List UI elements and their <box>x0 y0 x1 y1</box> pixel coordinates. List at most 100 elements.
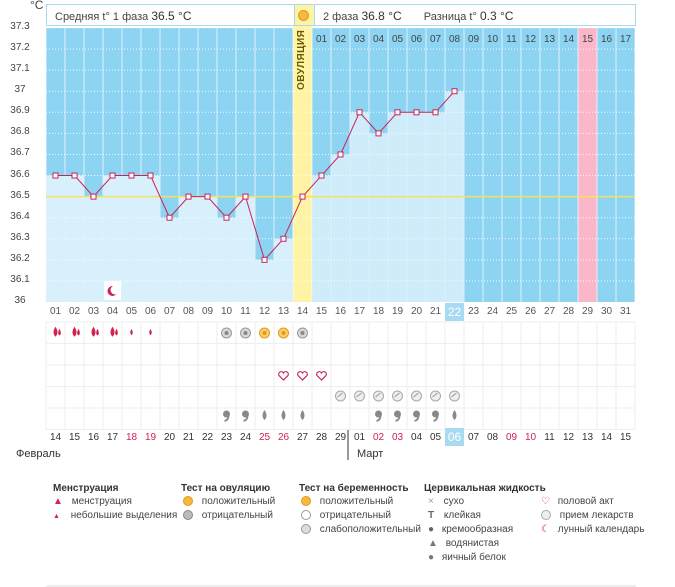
calendar-date-label: 10 <box>524 432 537 443</box>
temp-bar-day-8 <box>179 196 198 302</box>
calendar-date-label: 27 <box>296 432 309 443</box>
calendar-date-label: 21 <box>182 432 195 443</box>
y-tick-label: 36.5 <box>10 189 30 201</box>
legend-spotting: ▲ небольшие выделения <box>53 510 178 521</box>
temp-bar-day-17 <box>350 112 369 302</box>
post-ovulation-day-label: 04 <box>372 34 385 45</box>
creamy-icon <box>394 410 401 418</box>
post-ovulation-day-label: 02 <box>334 34 347 45</box>
y-tick-label: 37.3 <box>10 21 30 32</box>
temp-point-day-22 <box>451 88 458 95</box>
temp-point-day-18 <box>375 130 382 137</box>
current-day-cell <box>445 303 464 321</box>
watery-icon <box>262 410 267 420</box>
cycle-day-label: 18 <box>372 306 385 317</box>
creamy-icon <box>413 410 420 418</box>
creamy-icon <box>223 410 230 418</box>
cycle-day-label: 28 <box>562 306 575 317</box>
y-tick-label: 36.2 <box>10 252 30 264</box>
temp-bar-day-20 <box>407 112 426 302</box>
phase2-value: 36.8 °C <box>361 9 402 23</box>
temp-point-day-8 <box>185 193 192 200</box>
temp-bar-day-12 <box>255 259 274 302</box>
calendar-date-label: 11 <box>544 432 555 443</box>
calendar-date-label: 02 <box>372 432 385 443</box>
dry-icon: × <box>428 496 434 507</box>
post-ovulation-day-label: 08 <box>448 34 461 45</box>
cycle-day-label: 14 <box>296 306 309 317</box>
cycle-day-label: 31 <box>619 306 632 317</box>
legend-medication: прием лекарств <box>541 510 634 521</box>
pill-line <box>375 392 381 398</box>
temp-bar-day-21 <box>426 112 445 302</box>
temp-bar-day-19 <box>388 112 407 302</box>
temp-point-day-7 <box>166 214 173 221</box>
temp-bar-day-6 <box>141 175 160 302</box>
calendar-date-label: 26 <box>277 432 290 443</box>
calendar-date-label: 14 <box>49 432 62 443</box>
legend-fluid-sticky: T клейкая <box>428 510 481 521</box>
temp-point-day-12 <box>261 256 268 263</box>
post-ovulation-day-label: 11 <box>506 34 517 45</box>
negative-test-dot <box>224 331 229 335</box>
pill-icon <box>373 390 384 402</box>
calendar-date-label: 20 <box>163 432 176 443</box>
legend-ovtest-negative: отрицательный <box>183 510 273 521</box>
legend-fluid-title: Цервикальная жидкость <box>424 483 546 494</box>
blood-drop-icon <box>58 328 61 336</box>
creamy-icon <box>375 410 382 418</box>
pill-line <box>337 392 343 398</box>
cycle-day-label: 22 <box>447 305 462 319</box>
negative-test-dot <box>243 331 248 335</box>
pill-icon <box>354 390 365 402</box>
ovulation-header-cell <box>295 4 314 26</box>
post-ovulation-day-label: 15 <box>581 34 594 45</box>
cycle-day-label: 24 <box>486 306 499 317</box>
legend-intercourse: ♡ половой акт <box>541 496 614 507</box>
pill-line <box>413 392 419 398</box>
heart-icon <box>297 371 308 381</box>
calendar-date-label: 12 <box>562 432 575 443</box>
ovulation-column <box>293 4 312 302</box>
legend-fluid-watery: ▲ водянистая <box>428 538 500 549</box>
cycle-day-label: 05 <box>125 306 138 317</box>
cycle-day-label: 27 <box>543 306 556 317</box>
heart-icon <box>316 371 327 381</box>
temp-bar-day-2 <box>65 175 84 302</box>
cycle-day-label: 13 <box>277 306 290 317</box>
cycle-day-label: 12 <box>258 306 271 317</box>
cycle-day-label: 08 <box>182 306 195 317</box>
temp-point-day-3 <box>90 193 97 200</box>
y-tick-label: 36.8 <box>10 126 30 138</box>
temp-bar-day-16 <box>331 154 350 302</box>
temp-bar-day-15 <box>312 175 331 302</box>
temp-point-day-6 <box>147 172 154 179</box>
temp-point-day-10 <box>223 214 230 221</box>
calendar-date-label: 04 <box>410 432 423 443</box>
cycle-day-label: 02 <box>68 306 81 317</box>
post-ovulation-day-label: 01 <box>315 34 328 45</box>
legend-pregtest-weak: слабоположительный <box>301 524 421 535</box>
temp-bar-day-11 <box>236 196 255 302</box>
y-tick-label: 37.1 <box>10 63 30 75</box>
blood-drop-icon <box>96 328 99 336</box>
positive-test-dot <box>262 331 267 335</box>
creamy-tail <box>224 415 230 422</box>
positive-test-dot <box>281 331 286 335</box>
pill-icon <box>449 390 460 402</box>
calendar-date-label: 09 <box>505 432 518 443</box>
y-tick-label: 36.7 <box>10 147 30 159</box>
y-tick-label: 37 <box>14 84 26 96</box>
y-tick-label: 36.9 <box>10 105 30 117</box>
blood-drop-icon <box>91 326 96 337</box>
calendar-date-label: 18 <box>125 432 138 443</box>
legend-fluid-eggwhite: ● яичный белок <box>428 552 506 563</box>
temp-point-day-15 <box>318 172 325 179</box>
post-ovulation-day-label: 16 <box>600 34 613 45</box>
cycle-day-label: 15 <box>315 306 328 317</box>
temp-bar-day-18 <box>369 133 388 302</box>
temp-point-day-9 <box>204 193 211 200</box>
cycle-day-label: 21 <box>429 306 442 317</box>
